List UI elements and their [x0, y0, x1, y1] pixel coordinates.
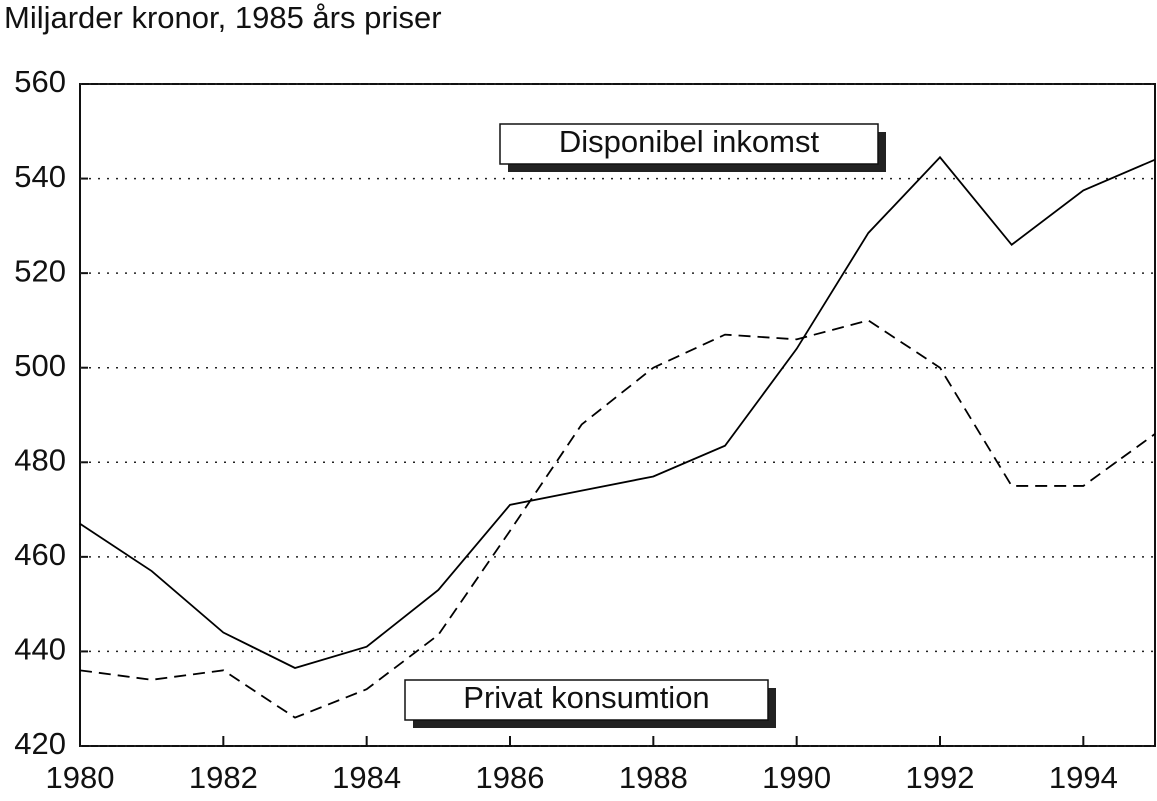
y-tick-label: 440 — [14, 632, 66, 667]
x-tick-label: 1994 — [1049, 760, 1118, 795]
y-tick-label: 520 — [14, 253, 66, 288]
x-tick-label: 1990 — [762, 760, 831, 795]
x-tick-label: 1986 — [476, 760, 545, 795]
series-label-box — [499, 123, 879, 165]
x-tick-label: 1984 — [332, 760, 401, 795]
plot-frame — [79, 83, 1156, 747]
y-tick-label: 420 — [14, 726, 66, 761]
y-tick-label: 540 — [14, 159, 66, 194]
y-tick-label: 460 — [14, 537, 66, 572]
series-label: Privat konsumtion — [463, 680, 709, 715]
series-label: Disponibel inkomst — [559, 124, 820, 159]
x-tick-label: 1982 — [189, 760, 258, 795]
series-label-box — [404, 679, 769, 721]
y-tick-label: 560 — [14, 64, 66, 99]
x-tick-label: 1992 — [906, 760, 975, 795]
series-line — [79, 319, 1156, 719]
x-tick-label: 1988 — [619, 760, 688, 795]
y-tick-label: 480 — [14, 442, 66, 477]
series-line — [79, 155, 1156, 669]
y-tick-label: 500 — [14, 348, 66, 383]
chart-title: Miljarder kronor, 1985 års priser — [4, 0, 442, 35]
x-tick-label: 1980 — [46, 760, 115, 795]
